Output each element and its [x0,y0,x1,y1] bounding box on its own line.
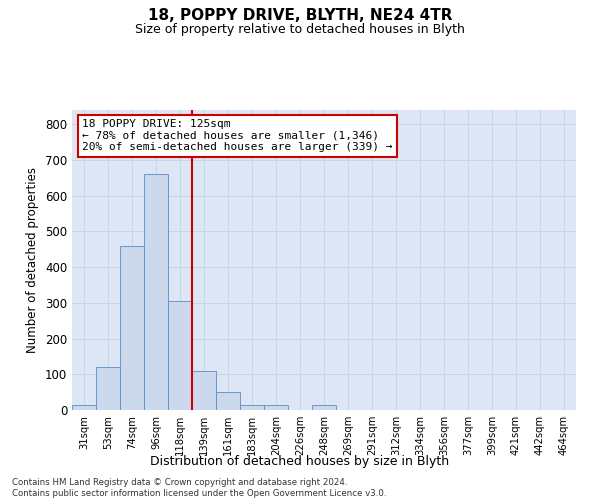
Bar [312,404,336,410]
Text: Size of property relative to detached houses in Blyth: Size of property relative to detached ho… [135,22,465,36]
Y-axis label: Number of detached properties: Number of detached properties [26,167,40,353]
Bar [240,404,264,410]
Bar [144,174,168,410]
Bar [264,404,288,410]
Text: Distribution of detached houses by size in Blyth: Distribution of detached houses by size … [151,454,449,468]
Text: Contains HM Land Registry data © Crown copyright and database right 2024.
Contai: Contains HM Land Registry data © Crown c… [12,478,386,498]
Text: 18, POPPY DRIVE, BLYTH, NE24 4TR: 18, POPPY DRIVE, BLYTH, NE24 4TR [148,8,452,22]
Bar [72,404,96,410]
Bar [120,246,144,410]
Bar [168,301,192,410]
Bar [96,367,120,410]
Bar [216,392,240,410]
Text: 18 POPPY DRIVE: 125sqm
← 78% of detached houses are smaller (1,346)
20% of semi-: 18 POPPY DRIVE: 125sqm ← 78% of detached… [82,119,392,152]
Bar [192,370,216,410]
